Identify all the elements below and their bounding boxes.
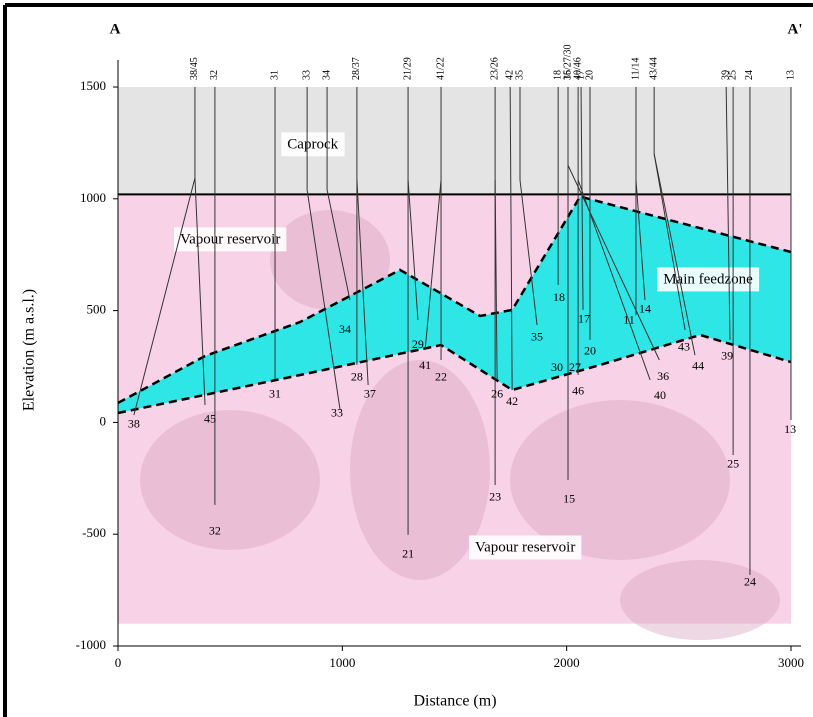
well-name: 43/44 (648, 57, 659, 80)
well-end-label: 35 (531, 330, 543, 344)
y-tick-label: 0 (100, 413, 107, 428)
well-end-label: 45 (204, 412, 216, 426)
well-end-label: 22 (435, 370, 447, 384)
well-end-label: 42 (506, 394, 518, 408)
well-end-label: 46 (572, 384, 584, 398)
well-end-label: 43 (678, 340, 690, 354)
x-tick-label: 3000 (778, 655, 804, 670)
well-end-label: 23 (489, 490, 501, 504)
well-name: 35 (514, 70, 525, 80)
well-end-label: 26 (491, 387, 503, 401)
well-name: 31 (269, 70, 280, 80)
well-end-label: 21 (402, 547, 414, 561)
x-tick-label: 0 (115, 655, 122, 670)
well-end-label: 11 (623, 313, 635, 327)
well-name: 34 (321, 70, 332, 80)
well-name: 23/26 (489, 57, 500, 80)
y-tick-label: 1500 (80, 78, 106, 93)
y-axis-label: Elevation (m a.s.l.) (21, 289, 38, 411)
well-end-label: 36 (657, 369, 669, 383)
well-name: 28/37 (351, 57, 362, 80)
well-end-label: 32 (209, 524, 221, 538)
well-name: 25 (727, 70, 738, 80)
well-end-label: 41 (419, 358, 431, 372)
y-tick-label: 1000 (80, 190, 106, 205)
well-end-label: 25 (727, 457, 739, 471)
zone-label: Vapour reservoir (180, 231, 280, 247)
well-end-label: 38 (128, 417, 140, 431)
well-end-label: 34 (339, 322, 351, 336)
page: {"chart_data":{"type":"cross-section", "… (0, 0, 813, 717)
well-name: 21/29 (402, 57, 413, 80)
well-end-label: 37 (364, 387, 376, 401)
well-end-label: 28 (351, 370, 363, 384)
texture (140, 410, 320, 550)
section-start: A (110, 21, 121, 37)
y-tick-label: -1000 (76, 637, 106, 652)
caprock (118, 87, 791, 194)
well-end-label: 40 (654, 388, 666, 402)
x-tick-label: 2000 (554, 655, 580, 670)
section-end: A' (788, 21, 803, 37)
well-name: 20 (584, 70, 595, 80)
y-tick-label: 500 (87, 302, 107, 317)
well-end-label: 15 (563, 492, 575, 506)
well-end-label: 17 (578, 312, 590, 326)
chart: A A' Distance (m) Elevation (m a.s.l.) C… (0, 0, 813, 717)
well-name: 32 (209, 70, 220, 80)
x-axis-label: Distance (m) (413, 693, 496, 710)
well-end-label: 24 (744, 575, 756, 589)
zone-label: Caprock (287, 136, 338, 152)
y-tick-label: -500 (82, 525, 106, 540)
well-name: 33 (301, 70, 312, 80)
well-name: 38/45 (189, 57, 200, 80)
well-end-label: 31 (269, 387, 281, 401)
texture (620, 560, 780, 640)
well-name: 41/22 (435, 57, 446, 80)
well-end-label: 30 (551, 360, 563, 374)
x-tick-label: 1000 (329, 655, 355, 670)
well-end-label: 14 (639, 302, 651, 316)
well-name: 13 (785, 70, 796, 80)
zone-label: Vapour reservoir (475, 540, 575, 556)
well-end-label: 39 (721, 349, 733, 363)
well-end-label: 29 (412, 337, 424, 351)
well-end-label: 18 (553, 290, 565, 304)
well-name: 11/14 (630, 58, 641, 80)
well-end-label: 20 (584, 344, 596, 358)
well-name: 24 (744, 70, 755, 80)
well-end-label: 44 (692, 359, 704, 373)
well-end-label: 33 (331, 406, 343, 420)
well-end-label: 13 (784, 422, 796, 436)
well-end-label: 27 (569, 360, 581, 374)
